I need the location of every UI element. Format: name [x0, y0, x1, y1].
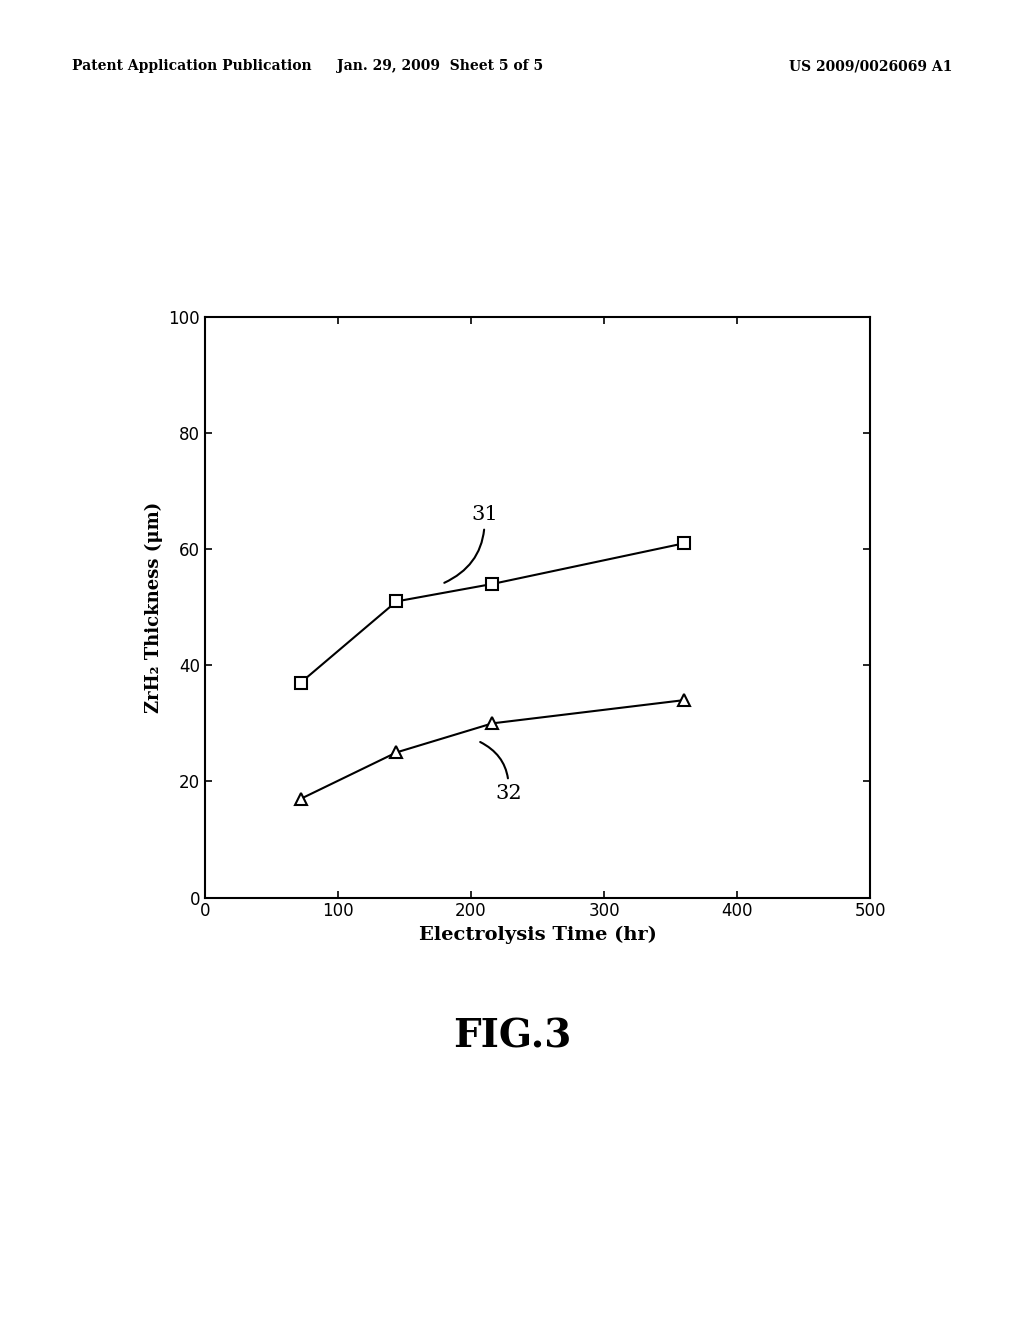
Text: 32: 32 [480, 742, 521, 803]
Text: FIG.3: FIG.3 [453, 1018, 571, 1055]
Text: Patent Application Publication: Patent Application Publication [72, 59, 311, 74]
Text: Jan. 29, 2009  Sheet 5 of 5: Jan. 29, 2009 Sheet 5 of 5 [337, 59, 544, 74]
Text: 31: 31 [444, 506, 498, 583]
Y-axis label: ZrH₂ Thickness (μm): ZrH₂ Thickness (μm) [144, 502, 163, 713]
X-axis label: Electrolysis Time (hr): Electrolysis Time (hr) [419, 927, 656, 944]
Text: US 2009/0026069 A1: US 2009/0026069 A1 [788, 59, 952, 74]
